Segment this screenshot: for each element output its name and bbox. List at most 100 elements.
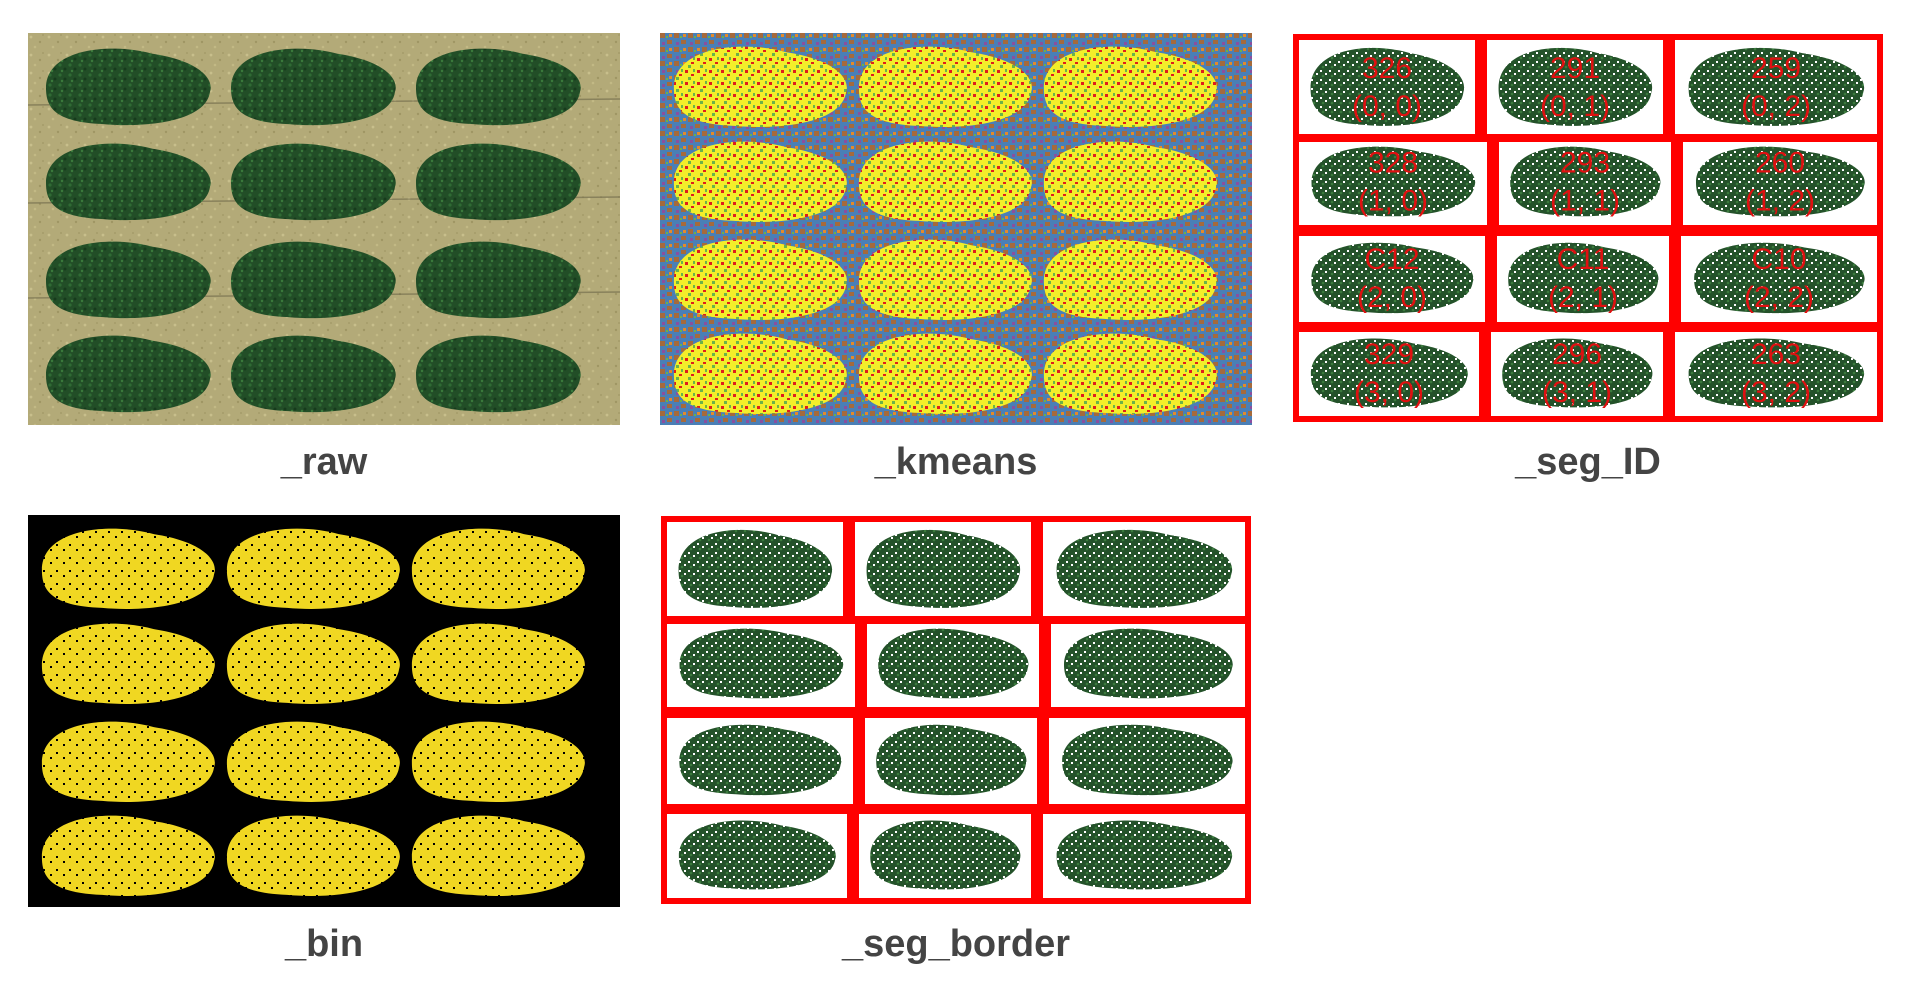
seg-border-plant-2-0 — [679, 724, 842, 796]
kmeans-plant-3-1 — [858, 333, 1032, 414]
seg-id-label: 291 — [1550, 52, 1600, 85]
seg-id-label: C11 — [1557, 243, 1610, 276]
seg-id-plant-3-0 — [1310, 338, 1468, 408]
seg-id-label: 328 — [1368, 147, 1418, 180]
bin-caption: _bin — [284, 923, 364, 965]
raw-panel: _raw — [28, 33, 620, 483]
bin-plant-0-2 — [411, 528, 585, 609]
seg-border-cell-border-3-0 — [661, 808, 853, 904]
seg-id-plant-0-2 — [1688, 47, 1865, 126]
seg-id-cell-border-2-0 — [1293, 230, 1491, 328]
seg-id-plant-1-2 — [1696, 146, 1865, 217]
bin-plant-0-0 — [41, 528, 215, 609]
bin-plant-1-1 — [226, 623, 400, 704]
bin-plant-2-2 — [411, 721, 585, 802]
kmeans-cluster-blobs — [673, 46, 1217, 414]
kmeans-plant-3-2 — [1043, 333, 1217, 414]
kmeans-caption: _kmeans — [874, 441, 1038, 483]
seg-position-label: (3, 2) — [1741, 376, 1811, 409]
seg-position-label: (2, 1) — [1548, 281, 1618, 314]
kmeans-plant-0-0 — [673, 46, 847, 127]
seg-id-label: 326 — [1362, 52, 1412, 85]
seg-position-label: (0, 1) — [1540, 90, 1610, 123]
bin-image — [28, 515, 620, 907]
seg-id-label: C12 — [1364, 243, 1419, 276]
seg-position-label: (3, 0) — [1354, 376, 1424, 409]
seg-position-label: (0, 2) — [1741, 90, 1811, 123]
seg-border-panel: _seg_border — [660, 515, 1252, 965]
kmeans-panel: _kmeans — [660, 33, 1252, 483]
seg-border-plant-2-1 — [876, 724, 1027, 796]
raw-plant-1-1 — [231, 143, 396, 221]
kmeans-plant-1-0 — [673, 141, 847, 222]
seg-id-label: 260 — [1755, 147, 1805, 180]
raw-plant-3-1 — [231, 335, 396, 413]
seg-id-label: C10 — [1751, 243, 1806, 276]
seg-id-plant-0-1 — [1498, 47, 1653, 126]
seg-border-plant-3-0 — [678, 820, 836, 890]
raw-plant-0-1 — [231, 48, 396, 126]
raw-plant-3-0 — [46, 335, 211, 413]
seg-border-plant-3-2 — [1056, 820, 1233, 890]
seg-border-cell-border-2-2 — [1043, 712, 1251, 810]
seg-id-cell-border-1-2 — [1677, 134, 1883, 231]
seg-border-cell-border-1-0 — [661, 616, 861, 713]
kmeans-plant-1-2 — [1043, 141, 1217, 222]
seg-id-label: 263 — [1751, 338, 1801, 371]
seg-position-label: (0, 0) — [1352, 90, 1422, 123]
seg-id-plant-1-1 — [1510, 146, 1661, 217]
seg-border-plant-1-2 — [1064, 628, 1233, 699]
raw-plant-blobs — [28, 48, 620, 413]
raw-caption: _raw — [280, 441, 368, 483]
kmeans-plant-2-2 — [1043, 239, 1217, 320]
seg-id-plant-3-2 — [1688, 338, 1865, 408]
seg-border-plant-1-1 — [878, 628, 1029, 699]
seg-id-cell-border-1-0 — [1293, 134, 1493, 231]
raw-plant-0-2 — [416, 48, 581, 126]
seg-id-cell-border-3-1 — [1485, 326, 1669, 422]
seg-id-cell-border-1-1 — [1493, 134, 1677, 231]
bin-panel: _bin — [28, 515, 620, 965]
bin-mask-blobs — [41, 528, 585, 896]
seg-border-plant-3-1 — [870, 820, 1021, 890]
raw-plant-2-2 — [416, 241, 581, 319]
seg-id-cell-border-3-0 — [1293, 326, 1485, 422]
seg-border-cell-border-2-1 — [859, 712, 1043, 810]
bin-plant-3-2 — [411, 815, 585, 896]
seg-border-plant-0-1 — [866, 529, 1021, 608]
kmeans-plant-0-2 — [1043, 46, 1217, 127]
seg-border-plant-0-2 — [1056, 529, 1233, 608]
seg-id-cell-border-3-2 — [1669, 326, 1883, 422]
seg-border-plant-2-2 — [1062, 724, 1233, 796]
seg-position-label: (2, 0) — [1357, 281, 1427, 314]
raw-image — [28, 33, 620, 425]
raw-plant-0-0 — [46, 48, 211, 126]
seg-border-plant-1-0 — [679, 628, 844, 699]
seg-id-image: 326 (0, 0) 291 (0, 1) 259 (0, 2) 328 (1, 0) 293 (… — [1292, 33, 1884, 425]
raw-plant-2-1 — [231, 241, 396, 319]
seg-id-label: 293 — [1560, 147, 1610, 180]
seg-id-plant-1-0 — [1311, 146, 1476, 217]
seg-position-label: (1, 2) — [1745, 185, 1815, 218]
seg-border-cell-border-3-1 — [853, 808, 1037, 904]
kmeans-plant-1-1 — [858, 141, 1032, 222]
kmeans-plant-0-1 — [858, 46, 1032, 127]
bin-plant-2-0 — [41, 721, 215, 802]
raw-plant-3-2 — [416, 335, 581, 413]
seg-border-cell-border-1-1 — [861, 616, 1045, 713]
seg-position-label: (1, 1) — [1550, 185, 1620, 218]
seg-border-caption: _seg_border — [841, 923, 1071, 965]
kmeans-plant-2-1 — [858, 239, 1032, 320]
seg-position-label: (1, 0) — [1358, 185, 1428, 218]
raw-plant-1-0 — [46, 143, 211, 221]
seg-id-cell-border-2-1 — [1491, 230, 1675, 328]
seg-border-plant-0-0 — [678, 529, 833, 608]
bin-plant-1-2 — [411, 623, 585, 704]
seg-id-label: 259 — [1751, 52, 1801, 85]
seg-id-label: 329 — [1364, 338, 1414, 371]
bin-plant-1-0 — [41, 623, 215, 704]
kmeans-image — [660, 33, 1252, 425]
seg-id-plant-2-2 — [1694, 242, 1865, 314]
seg-id-panel: 326 (0, 0) 291 (0, 1) 259 (0, 2) 328 (1, 0) 293 (… — [1292, 33, 1884, 483]
kmeans-plant-2-0 — [673, 239, 847, 320]
